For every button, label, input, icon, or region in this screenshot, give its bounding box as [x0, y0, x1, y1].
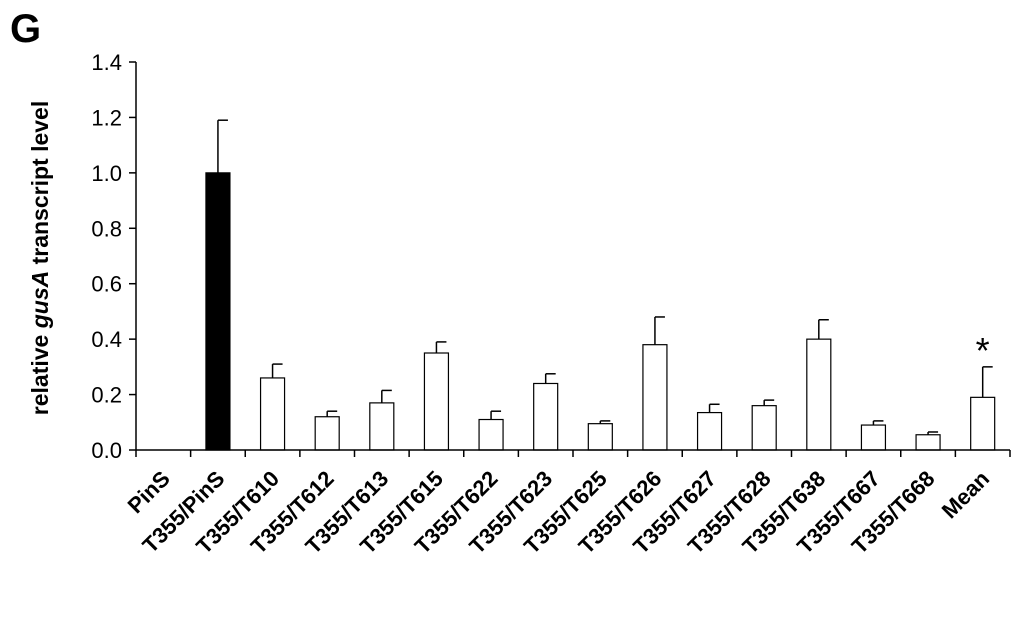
y-tick-label: 0.4 [91, 327, 122, 352]
bar [369, 402, 395, 451]
y-tick-label: 0.8 [91, 216, 122, 241]
x-category-label: Mean [937, 466, 994, 523]
y-tick-label: 1.2 [91, 105, 122, 130]
bar [696, 411, 723, 451]
bar [915, 434, 941, 451]
y-tick-label: 0.6 [91, 272, 122, 297]
y-axis-label-prefix: relative [27, 328, 53, 415]
significance-marker: * [976, 330, 990, 371]
y-tick-label: 1.0 [91, 161, 122, 186]
y-axis: 0.0 0.2 0.4 0.6 0.8 1.0 1.2 1.4 [91, 50, 1011, 463]
bar [806, 338, 832, 451]
y-axis-label-suffix: transcript level [27, 101, 53, 271]
bar [860, 424, 887, 451]
x-axis-labels: PinST355/PinST355/T610T355/T612T355/T613… [123, 466, 995, 559]
y-tick-label: 0.2 [91, 383, 122, 408]
bar [587, 423, 613, 451]
panel-label: G [10, 7, 41, 51]
y-axis-label: relative gusA transcript level [27, 101, 53, 415]
y-axis-label-italic: gusA [27, 271, 53, 330]
y-tick-label: 1.4 [91, 50, 122, 75]
bar [533, 382, 559, 451]
bar [751, 405, 777, 451]
bars: * [205, 119, 996, 451]
bar [314, 416, 340, 451]
bar [423, 352, 450, 451]
y-tick-label: 0.0 [91, 438, 122, 463]
bar [259, 377, 286, 451]
bar [970, 396, 996, 451]
bar [478, 418, 504, 451]
bar [205, 172, 231, 451]
bar [642, 344, 668, 451]
